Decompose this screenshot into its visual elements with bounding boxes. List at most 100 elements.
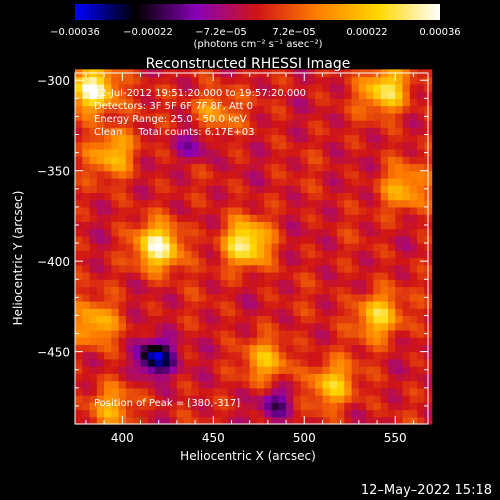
heatmap-cell <box>387 243 396 251</box>
heatmap-cell <box>227 105 236 114</box>
heatmap-cell <box>118 141 127 150</box>
heatmap-cell <box>133 308 142 317</box>
heatmap-cell <box>235 272 243 280</box>
heatmap-cell <box>96 134 105 143</box>
heatmap-cell <box>322 264 331 273</box>
heatmap-cell <box>198 148 207 157</box>
heatmap-cell <box>75 83 83 92</box>
heatmap-cell <box>213 337 222 345</box>
heatmap-cell <box>176 329 185 338</box>
heatmap-cell <box>118 315 127 324</box>
heatmap-cell <box>373 380 382 389</box>
heatmap-cell <box>380 112 389 121</box>
heatmap-cell <box>140 199 149 208</box>
heatmap-cell <box>395 120 404 128</box>
heatmap-cell <box>256 185 265 194</box>
heatmap-cell <box>162 358 171 367</box>
heatmap-cell <box>242 264 251 273</box>
heatmap-cell <box>191 358 200 367</box>
heatmap-cell <box>402 395 411 403</box>
heatmap-cell <box>227 293 236 302</box>
heatmap-cell <box>227 337 236 345</box>
heatmap-cell <box>380 243 389 251</box>
heatmap-cell <box>89 380 98 389</box>
heatmap-cell <box>235 373 243 382</box>
heatmap-cell <box>213 308 222 317</box>
heatmap-cell <box>140 163 149 172</box>
heatmap-cell <box>198 264 207 273</box>
heatmap-cell <box>206 373 214 382</box>
heatmap-cell <box>249 221 258 230</box>
heatmap-cell <box>133 300 142 309</box>
heatmap-cell <box>387 380 396 389</box>
heatmap-cell <box>184 272 193 280</box>
heatmap-cell <box>293 120 302 128</box>
heatmap-cell <box>278 221 287 230</box>
heatmap-cell <box>104 83 112 92</box>
heatmap-cell <box>395 272 404 280</box>
heatmap-cell <box>198 127 207 136</box>
heatmap-cell <box>191 206 200 215</box>
heatmap-cell <box>242 134 251 143</box>
heatmap-cell <box>82 83 91 92</box>
heatmap-cell <box>387 192 396 201</box>
heatmap-cell <box>358 221 367 230</box>
heatmap-cell <box>155 409 163 418</box>
heatmap-cell <box>286 351 294 360</box>
heatmap-cell <box>256 286 265 295</box>
heatmap-cell <box>96 373 105 382</box>
heatmap-cell <box>206 329 214 338</box>
heatmap-cell <box>125 337 134 345</box>
heatmap-cell <box>293 98 302 107</box>
heatmap-cell <box>220 192 229 201</box>
heatmap-cell <box>417 264 425 273</box>
heatmap-cell <box>147 272 156 280</box>
heatmap-cell <box>351 214 360 222</box>
heatmap-cell <box>307 156 316 165</box>
heatmap-cell <box>140 206 149 215</box>
heatmap-cell <box>293 214 302 222</box>
heatmap-cell <box>198 293 207 302</box>
heatmap-cell <box>409 127 418 136</box>
heatmap-cell <box>402 148 411 157</box>
heatmap-cell <box>104 402 112 411</box>
heatmap-cell <box>380 257 389 266</box>
heatmap-cell <box>104 344 112 353</box>
heatmap-cell <box>322 286 331 295</box>
x-tick-label: 550 <box>384 431 407 445</box>
heatmap-cell <box>322 120 331 128</box>
heatmap-cell <box>315 170 324 179</box>
heatmap-cell <box>256 112 265 121</box>
heatmap-cell <box>329 141 338 150</box>
heatmap-cell <box>220 366 229 374</box>
heatmap-cell <box>206 387 214 396</box>
heatmap-cell <box>140 329 149 338</box>
heatmap-cell <box>235 170 243 179</box>
heatmap-cell <box>111 170 120 179</box>
heatmap-cell <box>242 192 251 201</box>
heatmap-cell <box>249 257 258 266</box>
heatmap-cell <box>184 358 193 367</box>
heatmap-cell <box>402 235 411 244</box>
heatmap-cell <box>125 134 134 143</box>
heatmap-cell <box>329 214 338 222</box>
heatmap-cell <box>125 409 134 418</box>
heatmap-cell <box>184 177 193 186</box>
heatmap-cell <box>315 402 324 411</box>
heatmap-cell <box>300 272 309 280</box>
heatmap-cell <box>329 91 338 99</box>
heatmap-cell <box>264 344 273 353</box>
heatmap-cell <box>191 351 200 360</box>
heatmap-cell <box>75 337 83 345</box>
heatmap-cell <box>169 148 178 157</box>
heatmap-cell <box>300 308 309 317</box>
heatmap-cell <box>417 221 425 230</box>
heatmap-cell <box>191 112 200 121</box>
heatmap-cell <box>198 279 207 288</box>
heatmap-cell <box>82 351 91 360</box>
heatmap-cell <box>256 402 265 411</box>
heatmap-cell <box>75 279 83 288</box>
heatmap-cell <box>344 76 353 85</box>
heatmap-cell <box>387 351 396 360</box>
heatmap-cell <box>380 380 389 389</box>
